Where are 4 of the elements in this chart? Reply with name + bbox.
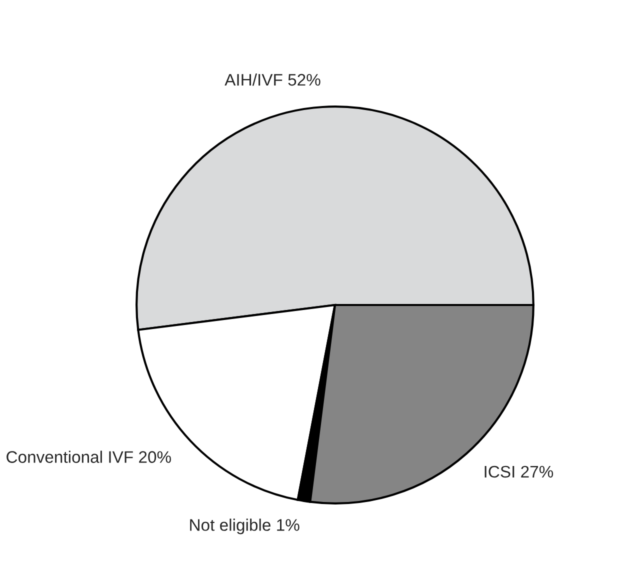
- slice-label: Not eligible 1%: [190, 518, 300, 534]
- slice-label: Conventional IVF 20%: [6, 450, 171, 463]
- slice-label: AIH/IVF 52%: [224, 73, 320, 86]
- slice-label: ICSI 27%: [484, 466, 554, 478]
